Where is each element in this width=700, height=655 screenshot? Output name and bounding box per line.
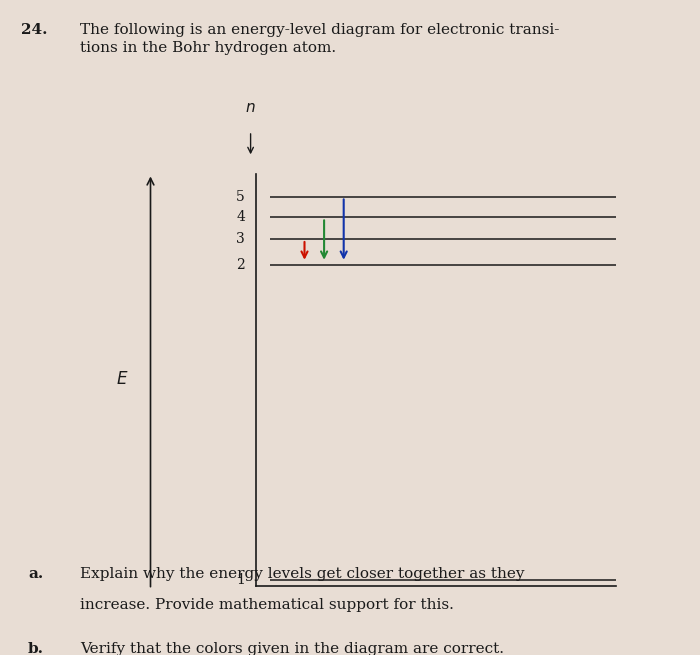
Text: $n$: $n$: [245, 101, 256, 115]
Text: 4: 4: [236, 210, 245, 225]
Text: Explain why the energy levels get closer together as they: Explain why the energy levels get closer…: [80, 567, 525, 580]
Text: tions in the Bohr hydrogen atom.: tions in the Bohr hydrogen atom.: [80, 41, 337, 55]
Text: 2: 2: [236, 258, 245, 272]
Text: 5: 5: [236, 189, 245, 204]
Text: 1: 1: [236, 572, 245, 587]
Text: 24.: 24.: [21, 23, 48, 37]
Text: $E$: $E$: [116, 371, 129, 388]
Text: a.: a.: [28, 567, 43, 580]
Text: b.: b.: [28, 642, 44, 655]
Text: Verify that the colors given in the diagram are correct.: Verify that the colors given in the diag…: [80, 642, 505, 655]
Text: increase. Provide mathematical support for this.: increase. Provide mathematical support f…: [80, 598, 454, 612]
Text: 3: 3: [236, 232, 245, 246]
Text: The following is an energy-level diagram for electronic transi-: The following is an energy-level diagram…: [80, 23, 560, 37]
